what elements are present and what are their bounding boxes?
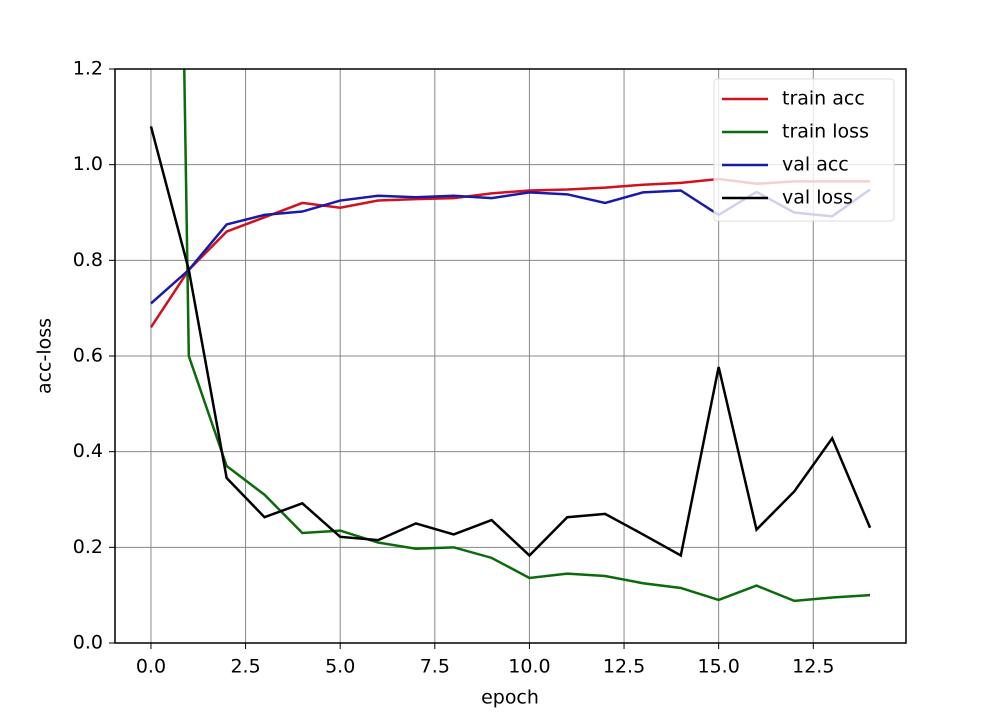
x-tick-label: 15.0 (698, 656, 740, 678)
legend-label: val acc (782, 154, 849, 176)
x-tick-label: 12.5 (792, 656, 834, 678)
x-tick-label: 7.5 (420, 656, 450, 678)
x-tick-label: 2.5 (230, 656, 260, 678)
legend-label: train loss (782, 121, 869, 143)
y-axis-label: acc-loss (34, 318, 56, 394)
y-tick-label: 1.0 (73, 153, 103, 175)
y-tick-label: 0.0 (73, 632, 103, 654)
x-tick-label: 0.0 (136, 656, 166, 678)
y-tick-label: 1.2 (73, 58, 103, 80)
series-line (183, 69, 871, 603)
y-tick-label: 0.8 (73, 249, 103, 271)
legend-label: train acc (782, 88, 865, 110)
legend-label: val loss (782, 187, 853, 209)
y-tick-label: 0.6 (73, 345, 103, 367)
legend-box (713, 78, 895, 222)
x-axis-label: epoch (481, 687, 539, 709)
series-line (149, 126, 872, 558)
y-tick-label: 0.4 (73, 440, 103, 462)
x-tick-label: 5.0 (325, 656, 355, 678)
plot-frame (114, 68, 907, 644)
y-tick-label: 0.2 (73, 536, 103, 558)
x-tick-label: 12.5 (603, 656, 645, 678)
x-tick-label: 10.0 (508, 656, 550, 678)
